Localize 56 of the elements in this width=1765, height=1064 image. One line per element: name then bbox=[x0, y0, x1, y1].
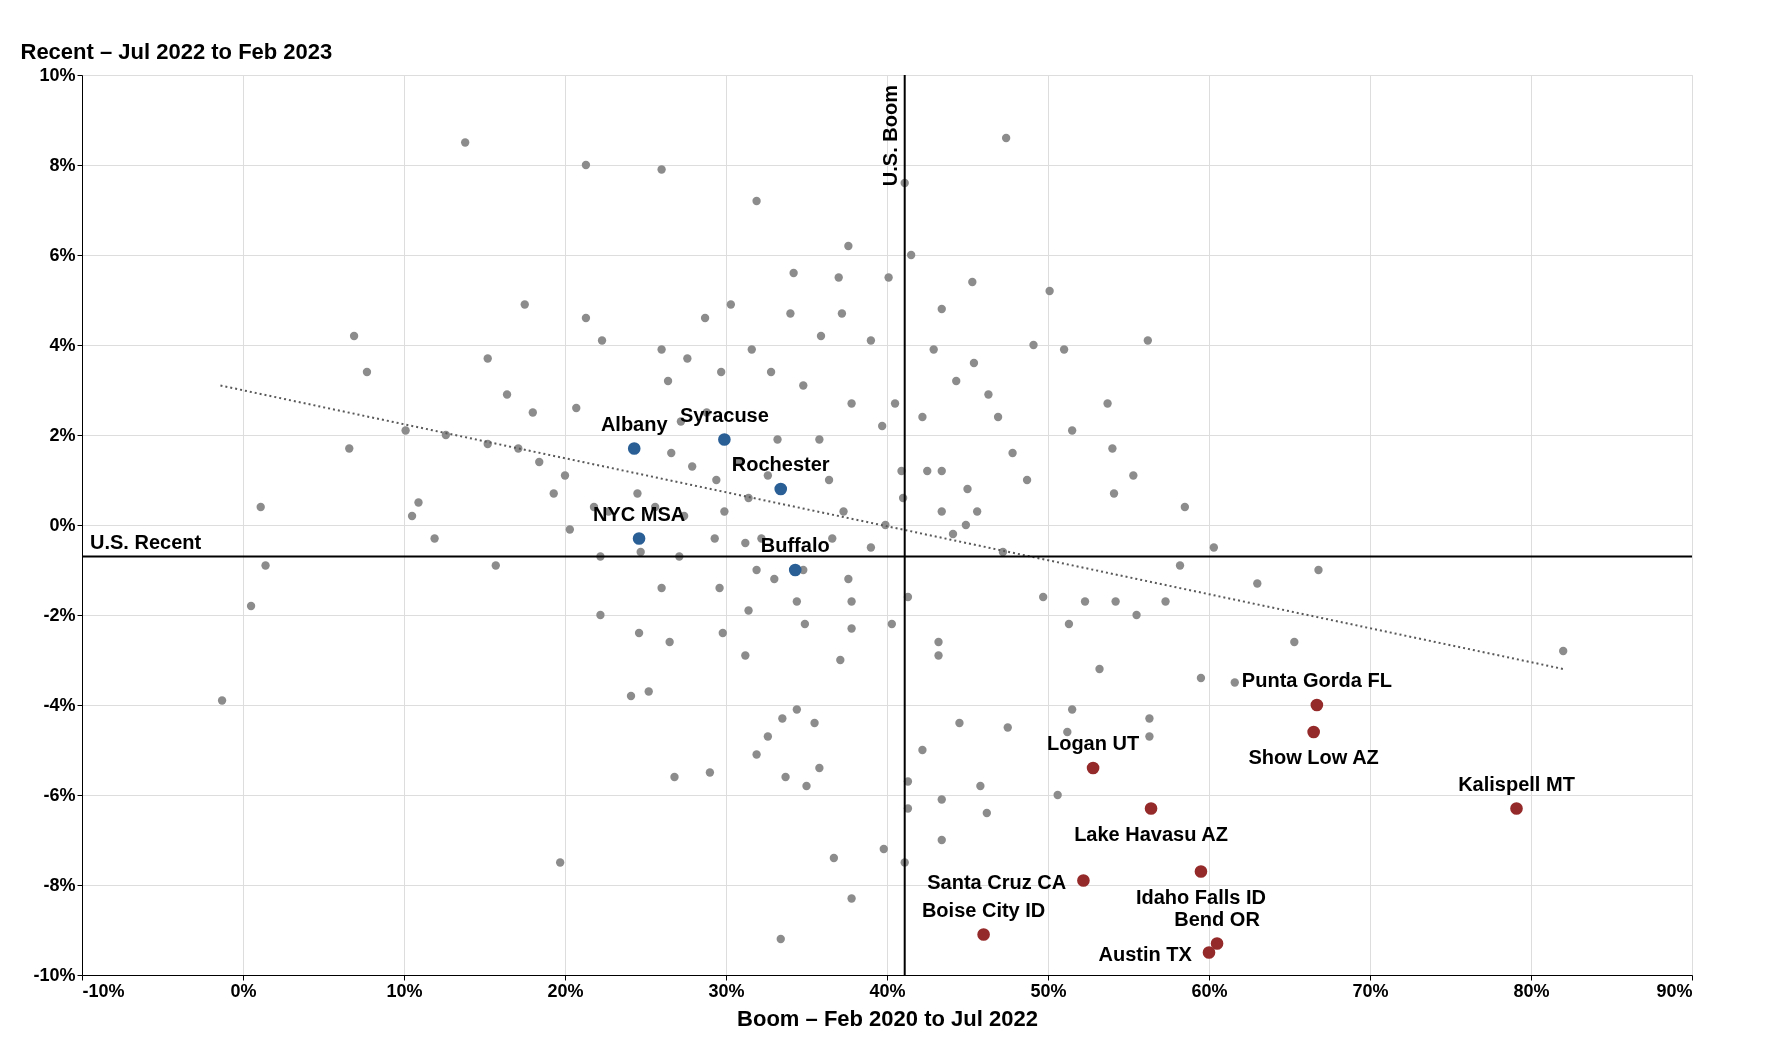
x-tick-label: 70% bbox=[1352, 980, 1389, 1001]
annotation: Bend OR bbox=[1174, 907, 1261, 930]
y-tick-label: 8% bbox=[49, 154, 76, 175]
annotation: Idaho Falls ID bbox=[1135, 885, 1266, 908]
x-tick-label: -10% bbox=[82, 980, 125, 1001]
point bbox=[1086, 761, 1100, 775]
annotation: Buffalo bbox=[760, 534, 830, 556]
point bbox=[1210, 937, 1224, 950]
x-tick-label: 80% bbox=[1513, 980, 1550, 1001]
point bbox=[1194, 865, 1208, 878]
x-tick-label: 90% bbox=[1656, 980, 1693, 1001]
point bbox=[1510, 802, 1523, 815]
point bbox=[1307, 725, 1320, 739]
point bbox=[1310, 698, 1324, 712]
annotation: Punta Gorda FL bbox=[1241, 669, 1392, 691]
y-tick-label: -4% bbox=[43, 694, 76, 715]
y-axis-title: Recent – Jul 2022 to Feb 2023 bbox=[20, 38, 333, 64]
x-axis-title: Boom – Feb 2020 to Jul 2022 bbox=[737, 1005, 1038, 1031]
point bbox=[774, 482, 788, 496]
y-tick-label: -8% bbox=[43, 874, 76, 895]
y-tick-label: 0% bbox=[49, 514, 76, 535]
y-tick-label: 10% bbox=[39, 64, 76, 85]
annotation: Lake Havasu AZ bbox=[1074, 822, 1228, 845]
point bbox=[718, 433, 731, 446]
y-tick-label: -2% bbox=[43, 604, 76, 625]
annotation: Santa Cruz CA bbox=[927, 870, 1067, 893]
y-tick-label: 4% bbox=[49, 334, 76, 355]
ref-line-label: U.S. Recent bbox=[90, 530, 202, 553]
point bbox=[788, 563, 802, 577]
x-tick-label: 50% bbox=[1030, 980, 1067, 1001]
point bbox=[627, 442, 641, 455]
annotation: Logan UT bbox=[1046, 732, 1140, 754]
x-tick-label: 60% bbox=[1191, 980, 1228, 1001]
point bbox=[1202, 946, 1216, 959]
point bbox=[632, 532, 646, 545]
annotation: Albany bbox=[600, 412, 669, 435]
annotation: Syracuse bbox=[679, 403, 769, 426]
point bbox=[1077, 874, 1090, 887]
x-tick-label: 30% bbox=[708, 980, 745, 1001]
x-tick-label: 10% bbox=[386, 980, 423, 1001]
annotation: Austin TX bbox=[1098, 942, 1193, 965]
annotation: Show Low AZ bbox=[1248, 746, 1379, 768]
y-tick-label: 6% bbox=[49, 244, 76, 265]
annotation: Kalispell MT bbox=[1458, 772, 1575, 795]
y-tick-label: 2% bbox=[49, 424, 76, 445]
x-tick-label: 40% bbox=[869, 980, 906, 1001]
y-tick-label: -10% bbox=[33, 964, 76, 985]
annotation: Boise City ID bbox=[921, 898, 1046, 921]
annotation: NYC MSA bbox=[592, 502, 686, 525]
x-tick-label: 20% bbox=[547, 980, 584, 1001]
ref-line-label: U.S. Boom bbox=[878, 85, 901, 187]
x-tick-label: 0% bbox=[230, 980, 257, 1001]
point bbox=[1144, 802, 1158, 815]
annotation: Rochester bbox=[731, 453, 830, 475]
y-tick-label: -6% bbox=[43, 784, 76, 805]
point bbox=[977, 928, 990, 941]
